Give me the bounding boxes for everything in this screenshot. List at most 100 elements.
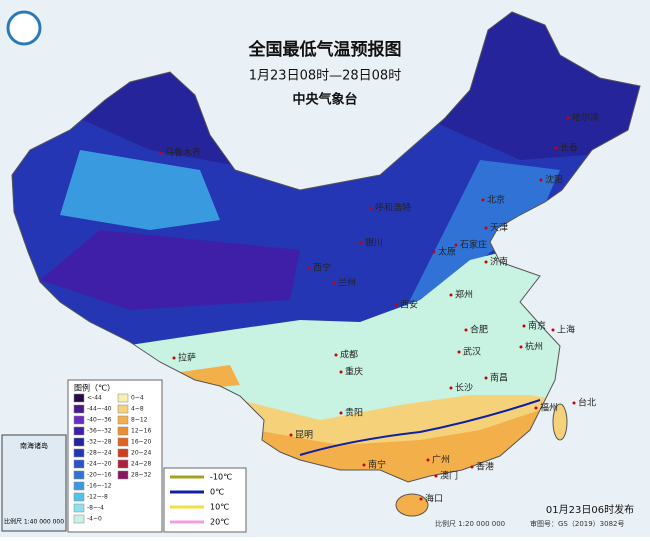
inset-scale: 比例尺 1:40 000 000 [4,518,64,526]
city-label: 海口 [425,493,443,505]
city-label: 郑州 [455,289,473,301]
legend-swatch [117,426,129,436]
city-dot [464,328,468,332]
city-dot [307,266,311,270]
city-dot [484,376,488,380]
city-label: 太原 [438,246,456,258]
logo [6,10,42,46]
city-label: 拉萨 [178,352,196,364]
legend-label: <-44 [87,395,102,402]
legend-swatch [73,459,85,469]
city-label: 沈阳 [545,174,563,186]
city-dot [434,474,438,478]
legend-swatch [73,492,85,502]
city-label: 哈尔滨 [572,112,599,124]
field-patch [400,160,560,320]
border [11,11,641,483]
legend-swatch [73,448,85,458]
city-dot [572,401,576,405]
city-label: 长沙 [455,382,473,394]
legend-swatch [73,415,85,425]
legend-label: -4~0 [87,516,102,523]
city-dot [426,458,430,462]
city-label: 上海 [557,324,575,336]
field-patch [40,230,300,310]
city-dot [419,497,423,501]
legend-label: -8~-4 [87,505,104,512]
legend-swatch [73,437,85,447]
legend-label: -12~-8 [87,494,108,501]
hainan [395,493,429,517]
city-dot [484,226,488,230]
city-dot [339,411,343,415]
city-dot [172,356,176,360]
city-label: 乌鲁木齐 [165,147,201,159]
city-dot [359,241,363,245]
city-dot [432,250,436,254]
legend-swatch [73,503,85,513]
title: 全国最低气温预报图 [248,39,402,60]
city-label: 西宁 [313,262,331,274]
city-dot [449,386,453,390]
city-dot [289,433,293,437]
city-dot [484,260,488,264]
city-dot [534,406,538,410]
legend-label: -24~-20 [87,461,112,468]
legend-swatch [117,459,129,469]
legend-label: 28~32 [131,472,151,479]
city-dot [522,324,526,328]
city-label: 天津 [490,223,508,234]
isoline-label: 0℃ [210,488,224,497]
legend-swatch [117,470,129,480]
city-label: 兰州 [338,277,356,289]
legend-swatch [73,393,85,403]
legend-label: -40~-36 [87,417,112,424]
city-label: 石家庄 [460,239,487,251]
city-label: 呼和浩特 [375,202,411,214]
isoline-label: 20℃ [210,518,229,527]
city-label: 广州 [432,454,450,466]
city-dot [449,293,453,297]
city-dot [159,151,163,155]
city-label: 南京 [528,320,546,332]
city-label: 贵阳 [345,407,363,419]
legend-label: -16~-12 [87,483,112,490]
city-label: 香港 [476,461,494,473]
city-dot [394,303,398,307]
field-patch [60,150,220,230]
legend-swatch [117,415,129,425]
city-dot [362,463,366,467]
city-label: 南宁 [368,459,386,471]
footer-approval: 审图号：GS（2019）3082号 [530,519,625,528]
legend-label: -36~-32 [87,428,112,435]
issued: 01月23日06时发布 [546,503,634,516]
city-dot [539,178,543,182]
legend-label: 16~20 [131,439,151,446]
legend-label: -44~-40 [87,406,112,413]
city-label: 杭州 [525,341,543,353]
city-dot [334,353,338,357]
city-label: 北京 [487,194,505,206]
city-label: 济南 [490,256,508,268]
legend-label: 0~4 [131,395,144,402]
legend-swatch [117,404,129,414]
legend-swatch [117,437,129,447]
city-label: 昆明 [295,430,313,441]
legend-label: -20~-16 [87,472,112,479]
city-dot [457,350,461,354]
city-label: 台北 [578,397,596,409]
city-label: 重庆 [345,366,363,378]
taiwan [552,403,568,441]
isoline-label: 10℃ [210,503,229,512]
legend-label: 20~24 [131,450,151,457]
city-dot [551,328,555,332]
footer-scale: 比例尺 1:20 000 000 [435,519,505,528]
isoline-legend: -10℃ 0℃ 10℃ 20℃ [170,473,232,527]
city-label: 银川 [365,237,383,249]
inset-title: 南海诸岛 [20,441,48,450]
issuer: 中央气象台 [292,92,357,108]
legend-label: -32~-28 [87,439,112,446]
